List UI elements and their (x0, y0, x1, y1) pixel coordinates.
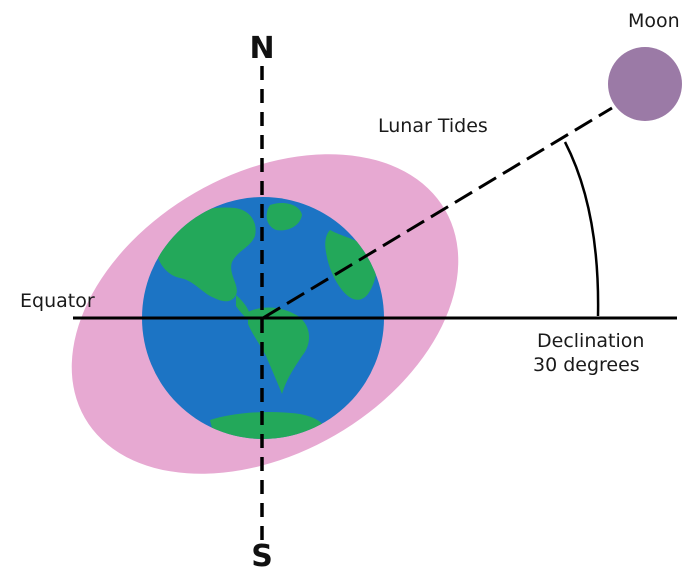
moon-label: Moon (628, 10, 680, 32)
north-label: N (249, 31, 274, 66)
equator-label: Equator (20, 290, 95, 312)
moon-icon (608, 47, 682, 121)
moon-direction-line (262, 106, 613, 320)
declination-label-line2: 30 degrees (533, 354, 640, 376)
lunar-tides-label: Lunar Tides (378, 115, 488, 137)
south-label: S (251, 539, 273, 571)
declination-label-line1: Declination (537, 330, 644, 352)
declination-arc (563, 141, 600, 317)
